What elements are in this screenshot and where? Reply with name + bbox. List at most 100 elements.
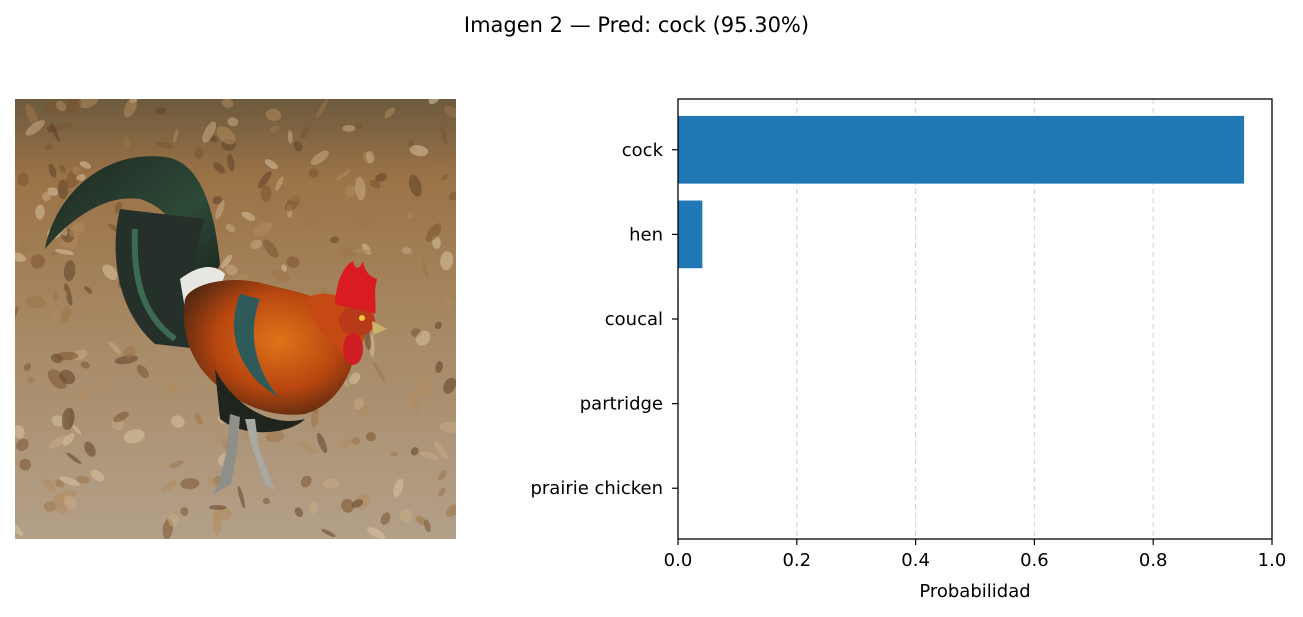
leaf: [17, 172, 29, 187]
leaf: [51, 312, 61, 321]
x-tick-label: 0.4: [901, 550, 930, 571]
leaf: [287, 130, 293, 144]
leaf: [19, 186, 34, 198]
leaf: [424, 519, 431, 533]
leaf: [341, 244, 356, 258]
leaf: [55, 248, 74, 255]
leaf: [220, 254, 233, 269]
leaf: [72, 166, 81, 176]
leaf: [63, 290, 68, 297]
leaf: [55, 100, 67, 112]
leaf: [114, 355, 139, 365]
leaf: [171, 415, 185, 428]
leaf: [308, 502, 319, 514]
leaf: [330, 236, 340, 244]
leaf: [108, 341, 122, 355]
leaf: [212, 195, 223, 205]
leaf: [384, 107, 395, 119]
leaf: [173, 129, 179, 143]
leaf: [241, 211, 256, 221]
leaf: [78, 99, 99, 109]
leaf: [269, 125, 280, 133]
leaf: [84, 286, 93, 294]
leaf: [69, 222, 85, 237]
leaf: [55, 351, 79, 361]
leaf: [59, 164, 66, 173]
figure-title: Imagen 2 — Pred: cock (95.30%): [463, 13, 810, 37]
leaf: [35, 204, 45, 220]
leaf: [227, 117, 239, 127]
leaf: [237, 485, 245, 509]
leaf: [355, 122, 363, 130]
leaf: [416, 376, 431, 397]
leaf: [59, 369, 76, 385]
leaf: [227, 154, 235, 172]
leaf: [213, 162, 225, 174]
leaf: [43, 501, 57, 512]
leaf: [167, 513, 180, 527]
leaf: [310, 150, 329, 166]
leaf: [163, 382, 180, 395]
leaf: [444, 296, 452, 309]
leaf: [59, 476, 80, 487]
leaf: [367, 527, 386, 539]
leaf: [15, 523, 24, 536]
leaf: [428, 99, 440, 105]
leaf: [50, 122, 60, 142]
leaf: [62, 433, 75, 446]
leaf: [410, 447, 419, 456]
leaf: [321, 528, 336, 538]
leaf: [155, 107, 167, 115]
leaf: [300, 475, 312, 488]
leaf: [64, 283, 73, 306]
leaf: [440, 251, 454, 271]
leaf: [441, 174, 449, 181]
leaf: [409, 392, 420, 414]
leaf: [63, 495, 77, 510]
leaf: [443, 106, 456, 119]
leaf: [23, 363, 31, 371]
leaf: [373, 361, 386, 382]
x-tick-label: 0.0: [664, 550, 693, 571]
leaf: [440, 125, 448, 146]
leaf: [365, 150, 375, 164]
leaf: [15, 252, 27, 262]
leaf: [155, 141, 174, 149]
leaf: [215, 200, 225, 220]
x-tick-label: 0.2: [782, 550, 811, 571]
leaf: [30, 254, 45, 269]
leaf: [113, 411, 129, 423]
leaf: [300, 126, 310, 140]
leaf: [304, 217, 319, 228]
leaf: [16, 438, 29, 452]
leaf: [365, 432, 376, 442]
leaf: [180, 478, 200, 490]
leaf: [435, 361, 443, 373]
leaf: [180, 506, 189, 517]
leaf: [380, 512, 391, 526]
leaf: [50, 251, 58, 258]
leaf: [123, 136, 131, 149]
leaf: [253, 221, 272, 237]
leaf: [352, 214, 371, 229]
leaf: [25, 120, 45, 136]
leaf: [44, 144, 53, 150]
leaf: [202, 121, 217, 143]
leaf: [43, 101, 59, 115]
leaf: [25, 296, 47, 309]
leaf: [415, 515, 426, 526]
leaf: [265, 429, 285, 443]
leaf: [434, 164, 451, 172]
leaf: [271, 269, 291, 283]
leaf: [434, 321, 442, 330]
leaf: [443, 377, 456, 394]
leaf: [433, 440, 449, 460]
leaf: [66, 452, 82, 464]
leaf: [401, 247, 412, 254]
leaf: [225, 223, 236, 233]
leaf: [415, 330, 431, 346]
bar-cock: [678, 115, 1245, 184]
leaf: [438, 469, 447, 481]
leaf: [445, 504, 456, 517]
